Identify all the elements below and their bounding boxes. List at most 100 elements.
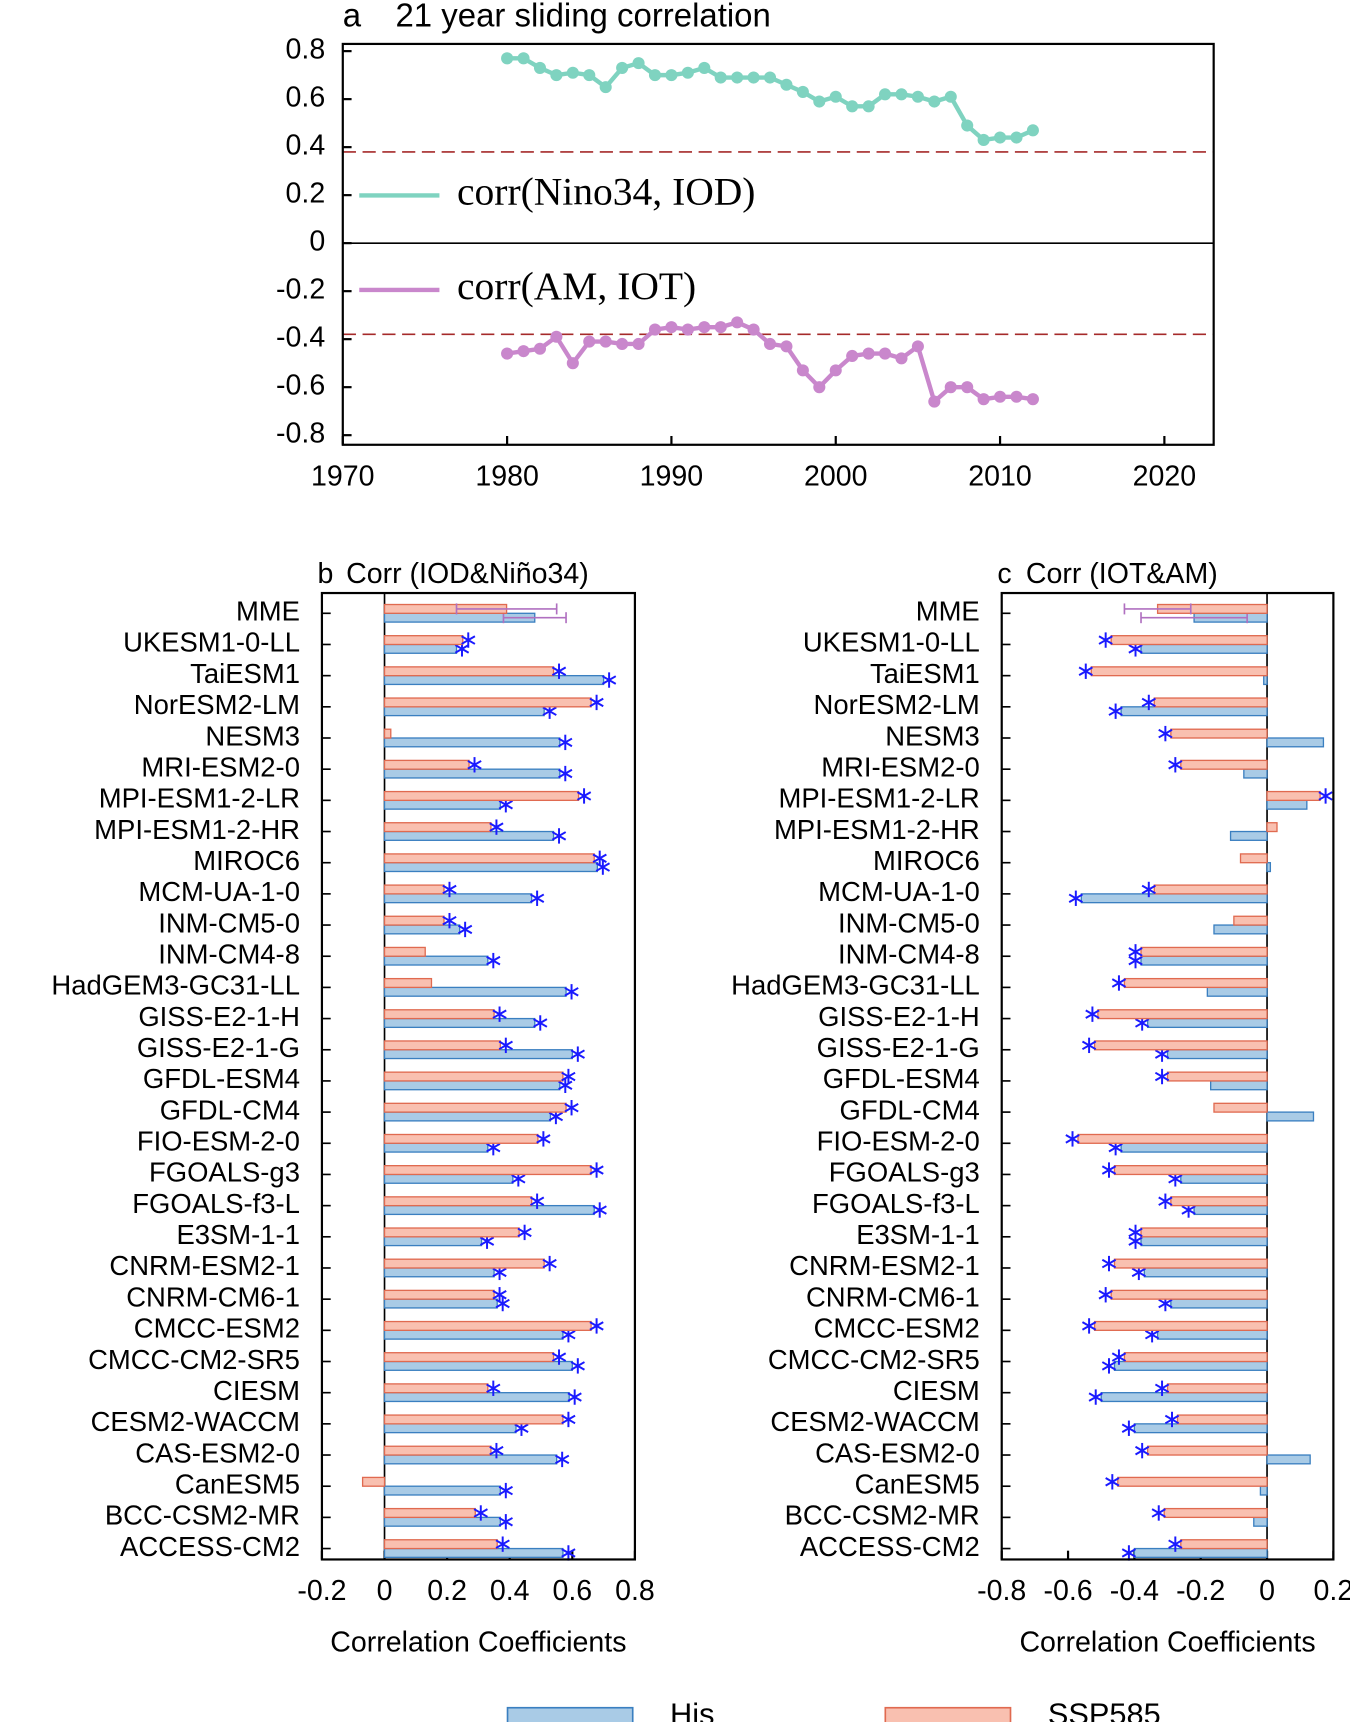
- y-tick-label: MIROC6: [193, 845, 300, 876]
- x-tick-label: 1980: [475, 460, 539, 492]
- bar: [1133, 1423, 1268, 1434]
- marker-stroke: [1168, 760, 1183, 770]
- bar: [1166, 1049, 1268, 1060]
- bar: [1180, 1173, 1268, 1184]
- point: [648, 323, 662, 336]
- bar: [383, 1539, 498, 1550]
- panel-label: a: [343, 0, 362, 33]
- significance-marker: [536, 1131, 551, 1147]
- y-tick-label: GFDL-ESM4: [143, 1063, 300, 1094]
- marker-stroke: [1154, 1049, 1170, 1059]
- bar: [383, 759, 470, 770]
- bar: [383, 1289, 495, 1300]
- significance-marker: [576, 788, 592, 804]
- point: [813, 95, 826, 108]
- marker-stroke: [1168, 1174, 1183, 1184]
- marker-stroke: [467, 760, 482, 770]
- y-tick-label: MPI-ESM1-2-HR: [94, 814, 300, 845]
- point: [994, 390, 1007, 403]
- bar: [383, 1102, 567, 1113]
- point: [911, 340, 924, 353]
- bar: [383, 674, 605, 686]
- significance-marker: [558, 1077, 573, 1094]
- bar: [1140, 955, 1268, 966]
- point: [796, 364, 809, 377]
- bar: [383, 1320, 592, 1331]
- bar: [1229, 830, 1268, 841]
- marker-stroke: [542, 706, 557, 716]
- marker-stroke: [492, 1009, 507, 1019]
- significance-marker: [1068, 890, 1083, 906]
- marker-stroke: [558, 1080, 573, 1091]
- marker-stroke: [1151, 1508, 1166, 1518]
- y-tick-label: GISS-E2-1-G: [817, 1032, 980, 1063]
- significance-marker: [1078, 663, 1093, 679]
- bar: [383, 737, 561, 748]
- marker-stroke: [567, 1392, 582, 1402]
- marker-stroke: [1141, 884, 1156, 895]
- significance-marker: [457, 921, 473, 938]
- point: [862, 347, 875, 360]
- significance-marker: [442, 912, 457, 929]
- y-tick-label: CNRM-CM6-1: [126, 1281, 300, 1312]
- bar: [1170, 1196, 1268, 1207]
- marker-stroke: [564, 987, 579, 997]
- marker-stroke: [1318, 791, 1333, 801]
- marker-stroke: [517, 1227, 532, 1238]
- significance-marker: [1088, 1389, 1103, 1405]
- y-tick-label: CMCC-CM2-SR5: [768, 1344, 980, 1375]
- bar: [383, 790, 580, 802]
- marker-stroke: [479, 1236, 495, 1246]
- y-tick-label: MME: [236, 596, 300, 627]
- bar: [1170, 728, 1268, 739]
- marker-stroke: [1101, 1361, 1117, 1371]
- marker-stroke: [1128, 644, 1143, 654]
- bar: [383, 1080, 561, 1091]
- y-tick-label: MRI-ESM2-0: [141, 751, 300, 782]
- y-tick-label: FGOALS-f3-L: [812, 1188, 980, 1219]
- y-tick-label: ACCESS-CM2: [800, 1531, 980, 1562]
- significance-marker: [564, 984, 579, 1000]
- marker-stroke: [1135, 1018, 1150, 1028]
- significance-marker: [467, 757, 482, 773]
- significance-marker: [1111, 975, 1127, 991]
- marker-stroke: [495, 1539, 510, 1549]
- marker-stroke: [529, 1196, 545, 1206]
- marker-stroke: [555, 1454, 570, 1465]
- significance-marker: [1065, 1131, 1080, 1147]
- bar: [383, 822, 492, 833]
- y-tick-label: 0.2: [286, 178, 326, 210]
- bar: [1180, 1539, 1268, 1550]
- bar: [383, 1258, 545, 1269]
- significance-marker: [1101, 1358, 1117, 1374]
- bar: [383, 884, 445, 895]
- marker-stroke: [473, 1508, 488, 1518]
- bar: [1253, 1516, 1268, 1527]
- significance-marker: [1101, 1255, 1117, 1272]
- significance-marker: [1141, 881, 1156, 898]
- bar: [383, 1204, 595, 1216]
- marker-stroke: [1181, 1205, 1196, 1215]
- point: [599, 335, 612, 348]
- y-tick-label: UKESM1-0-LL: [123, 627, 300, 658]
- y-tick-label: CMCC-ESM2: [814, 1313, 980, 1344]
- marker-stroke: [558, 768, 573, 779]
- marker-stroke: [442, 915, 457, 926]
- marker-stroke: [1164, 1414, 1180, 1425]
- bar: [383, 1392, 570, 1403]
- point: [632, 57, 645, 70]
- point: [878, 88, 892, 101]
- marker-stroke: [542, 1258, 557, 1269]
- bar: [1097, 1009, 1268, 1020]
- bar: [383, 728, 392, 739]
- point: [763, 337, 777, 351]
- significance-marker: [486, 952, 501, 969]
- y-tick-label: CNRM-ESM2-1: [109, 1250, 300, 1281]
- x-tick-label: -0.2: [1176, 1575, 1225, 1607]
- point: [928, 395, 941, 408]
- point: [928, 95, 941, 108]
- legend-label: His: [670, 1697, 714, 1722]
- point: [1026, 124, 1039, 137]
- legend-swatch: [506, 1706, 634, 1722]
- bar: [383, 768, 561, 779]
